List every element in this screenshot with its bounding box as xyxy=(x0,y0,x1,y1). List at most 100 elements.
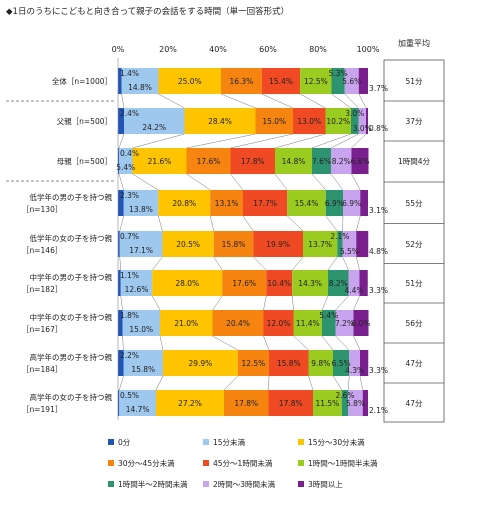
bar-segment xyxy=(331,68,345,94)
data-label: 1.4% xyxy=(120,69,139,78)
connector-line xyxy=(159,335,164,351)
connector-line xyxy=(223,375,238,391)
data-label: 27.2% xyxy=(178,399,202,408)
bar-segment xyxy=(328,270,349,296)
data-label: 10.4% xyxy=(267,279,291,288)
category-label: 高学年の男の子を持つ親 xyxy=(30,352,113,362)
bar-segment xyxy=(158,190,211,216)
data-label: 3.0% xyxy=(353,124,372,133)
connector-line xyxy=(152,256,163,271)
category-label: 全体［n=1000］ xyxy=(52,76,112,86)
category-label: 中学年の女の子を持つ親 xyxy=(30,312,113,322)
bar-segment xyxy=(163,350,238,376)
data-label: 2.2% xyxy=(120,351,139,360)
bar-segment xyxy=(120,270,153,296)
category-label: ［n=167］ xyxy=(22,325,62,334)
bar-segment xyxy=(275,148,312,174)
data-label: 11.5% xyxy=(315,399,339,408)
bar-segment xyxy=(349,350,360,376)
legend-label: 3時間以上 xyxy=(308,480,343,489)
data-label: 5.8% xyxy=(346,399,365,408)
weighted-average-value: 47分 xyxy=(405,399,423,408)
bar-segment xyxy=(266,270,293,296)
data-label: 15.4% xyxy=(269,77,293,86)
category-label: ［n=146］ xyxy=(22,246,62,255)
connector-line xyxy=(230,133,294,149)
data-label: 14.3% xyxy=(298,279,322,288)
connector-line xyxy=(292,295,294,311)
legend-swatch xyxy=(203,481,209,487)
data-label: 17.6% xyxy=(232,279,256,288)
legend-swatch xyxy=(108,439,114,445)
bar-segment xyxy=(243,190,288,216)
bar-segment xyxy=(255,108,293,134)
legend-label: 2時間～3時間未満 xyxy=(213,479,276,489)
data-label: 1.1% xyxy=(120,271,139,280)
bar-segment xyxy=(123,350,163,376)
data-label: 17.8% xyxy=(234,399,258,408)
bar-segment xyxy=(118,148,119,174)
connector-line xyxy=(242,215,254,232)
data-label: 1.8% xyxy=(120,311,139,320)
bar-segment xyxy=(344,68,359,94)
data-label: 7.6% xyxy=(312,157,331,166)
bar-segment xyxy=(362,390,368,416)
connector-line xyxy=(358,93,367,109)
legend-label: 1時間～1時間半未満 xyxy=(308,458,378,468)
bar-segment xyxy=(348,270,360,296)
bar-segment xyxy=(118,190,124,216)
bar-segment xyxy=(132,148,187,174)
category-label: ［n=130］ xyxy=(22,205,62,214)
bar-segment xyxy=(293,108,326,134)
data-label: 29.9% xyxy=(188,359,212,368)
x-tick-label: 60% xyxy=(259,45,277,54)
bar-segment xyxy=(222,270,267,296)
connector-line xyxy=(311,173,326,191)
legend-swatch xyxy=(298,460,304,466)
data-label: 17.7% xyxy=(253,199,277,208)
connector-line xyxy=(327,256,338,271)
weighted-average-value: 55分 xyxy=(405,199,423,208)
connector-line xyxy=(293,335,309,351)
bar-segment xyxy=(358,108,366,134)
connector-line xyxy=(342,256,349,271)
weighted-average-value: 37分 xyxy=(405,117,423,126)
legend-label: 0分 xyxy=(118,438,131,447)
weighted-average-box xyxy=(383,59,445,423)
connector-line xyxy=(263,335,270,351)
bar-segment xyxy=(213,231,254,257)
x-tick-label: 100% xyxy=(357,45,380,54)
connector-line xyxy=(353,295,360,311)
connector-line xyxy=(120,295,123,311)
data-label: 2.6% xyxy=(335,391,354,400)
connector-line xyxy=(253,256,267,271)
connector-line xyxy=(268,375,270,391)
data-label: 15.0% xyxy=(129,325,153,334)
bar-segment xyxy=(122,310,160,336)
bar-segment xyxy=(333,350,350,376)
connector-line xyxy=(335,295,349,311)
bar-segment xyxy=(160,310,213,336)
data-label: 4.3% xyxy=(345,366,364,375)
data-label: 6.5% xyxy=(332,359,351,368)
bar-segment xyxy=(351,108,359,134)
connector-line xyxy=(359,375,363,391)
category-label: ［n=182］ xyxy=(22,285,62,294)
connector-line xyxy=(119,375,124,391)
data-label: 4.4% xyxy=(344,286,363,295)
connector-line xyxy=(263,295,267,311)
data-label: 19.9% xyxy=(266,240,290,249)
data-label: 6.0% xyxy=(351,319,370,328)
connector-line xyxy=(348,375,350,391)
data-label: 2.3% xyxy=(120,191,139,200)
data-label: 2.1% xyxy=(369,406,388,415)
connector-line xyxy=(210,215,214,232)
connector-line xyxy=(230,173,244,191)
connector-line xyxy=(213,256,223,271)
bar-segment xyxy=(293,310,322,336)
bar-segment xyxy=(356,231,369,257)
bar-segment xyxy=(337,231,343,257)
bar-segment xyxy=(268,390,313,416)
data-label: 12.0% xyxy=(267,319,291,328)
bar-segment xyxy=(343,190,361,216)
